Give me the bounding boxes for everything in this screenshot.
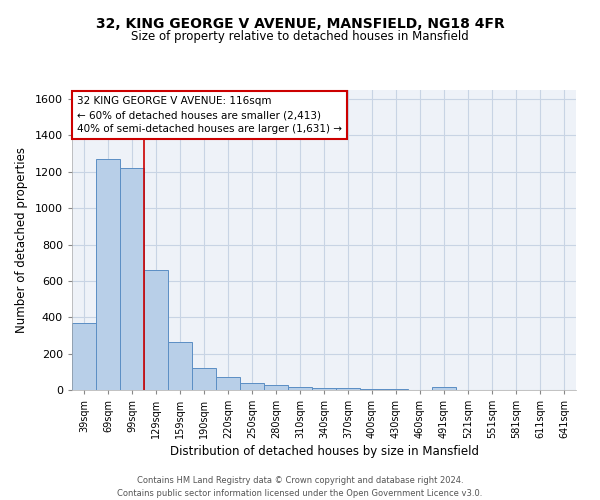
Bar xyxy=(264,386,288,390)
Bar xyxy=(144,270,168,390)
Bar xyxy=(216,378,240,390)
Bar xyxy=(384,389,408,390)
Y-axis label: Number of detached properties: Number of detached properties xyxy=(15,147,28,333)
Bar xyxy=(288,388,312,390)
Bar xyxy=(432,386,456,390)
Bar xyxy=(168,342,192,390)
Bar xyxy=(120,168,144,390)
Text: Contains HM Land Registry data © Crown copyright and database right 2024.
Contai: Contains HM Land Registry data © Crown c… xyxy=(118,476,482,498)
Bar xyxy=(192,368,216,390)
Bar xyxy=(360,388,384,390)
Text: Size of property relative to detached houses in Mansfield: Size of property relative to detached ho… xyxy=(131,30,469,43)
Text: 32 KING GEORGE V AVENUE: 116sqm
← 60% of detached houses are smaller (2,413)
40%: 32 KING GEORGE V AVENUE: 116sqm ← 60% of… xyxy=(77,96,342,134)
Bar xyxy=(72,322,96,390)
Bar xyxy=(240,383,264,390)
Bar xyxy=(312,388,336,390)
X-axis label: Distribution of detached houses by size in Mansfield: Distribution of detached houses by size … xyxy=(170,446,479,458)
Bar xyxy=(336,388,360,390)
Text: 32, KING GEORGE V AVENUE, MANSFIELD, NG18 4FR: 32, KING GEORGE V AVENUE, MANSFIELD, NG1… xyxy=(95,18,505,32)
Bar xyxy=(96,159,120,390)
